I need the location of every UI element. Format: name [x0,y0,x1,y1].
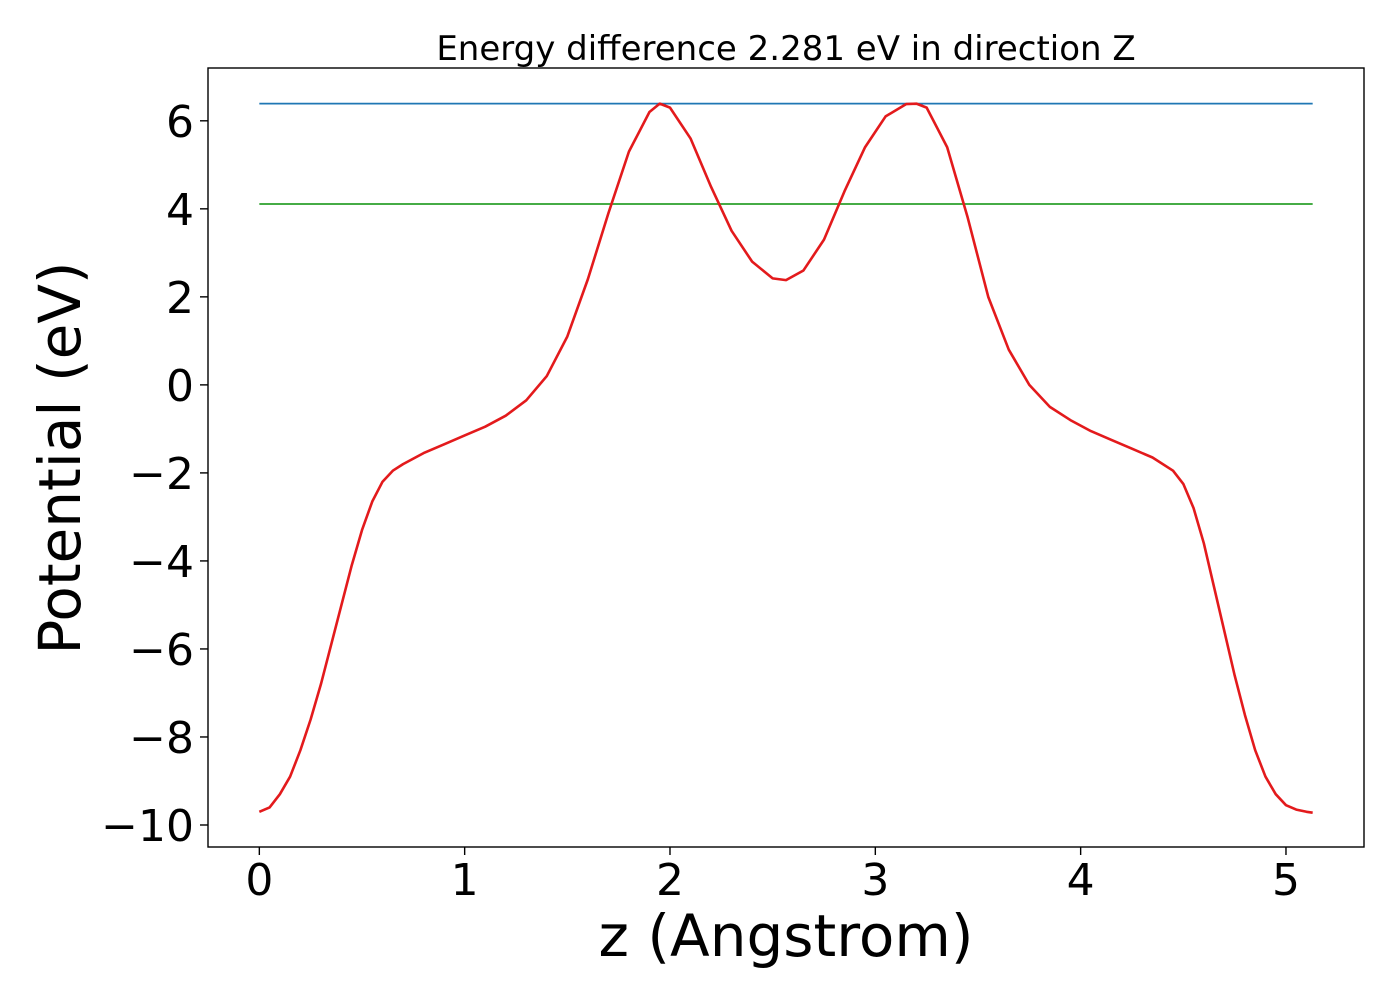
chart-title: Energy difference 2.281 eV in direction … [436,29,1135,69]
y-tick-label: −2 [129,449,194,500]
y-axis: −10 −8 −6 −4 −2 0 2 4 6 [101,97,208,852]
y-tick-label: 6 [166,97,194,148]
series-line-2 [258,102,1313,814]
x-tick-label: 0 [245,855,273,906]
x-axis: 0 1 2 3 4 5 [245,847,1300,906]
x-tick-label: 5 [1272,855,1300,906]
x-axis-title: z (Angstrom) [599,902,974,970]
x-tick-label: 1 [451,855,479,906]
y-tick-label: −8 [129,713,194,764]
x-tick-label: 3 [861,855,889,906]
y-tick-label: −10 [101,801,194,852]
y-tick-label: 4 [166,185,194,236]
plot-background [208,68,1364,847]
series-layer [258,102,1313,814]
y-axis-title: Potential (eV) [26,261,94,654]
plot-frame [207,67,1365,848]
y-tick-label: 2 [166,273,194,324]
x-tick-label: 2 [656,855,684,906]
y-tick-label: −6 [129,625,194,676]
x-tick-label: 4 [1067,855,1095,906]
y-tick-label: −4 [129,537,194,588]
y-tick-label: 0 [166,361,194,412]
